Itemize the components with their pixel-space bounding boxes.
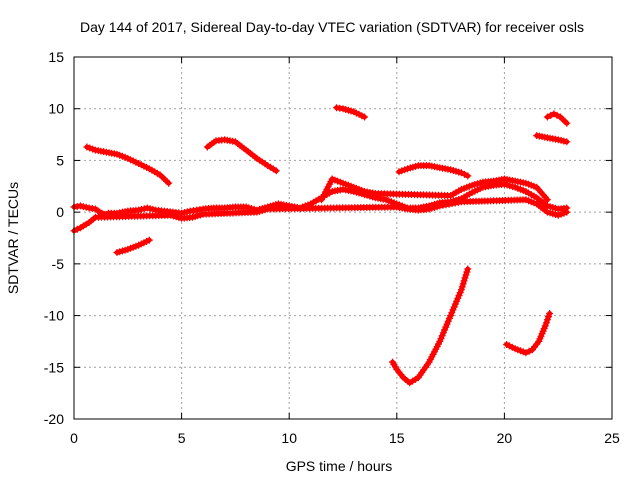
data-point — [543, 316, 551, 324]
data-point — [464, 265, 472, 273]
x-tick-label: 15 — [389, 430, 405, 446]
series-arc-f — [389, 265, 472, 387]
series-arc-d — [333, 104, 368, 121]
series-trace — [84, 144, 172, 186]
data-point — [553, 111, 561, 119]
y-tick-label: -10 — [44, 308, 64, 324]
data-point — [461, 170, 469, 178]
x-tick-label: 10 — [281, 430, 297, 446]
data-point — [545, 313, 552, 321]
y-tick-label: -20 — [44, 411, 64, 427]
data-point — [361, 113, 368, 121]
y-tick-label: 15 — [48, 49, 64, 65]
y-tick-label: 10 — [48, 101, 64, 117]
series-arc-e — [395, 162, 472, 180]
data-point — [463, 268, 471, 276]
data-point — [543, 196, 551, 204]
series-upper-band — [318, 175, 551, 204]
data-point — [563, 119, 571, 127]
data-point — [165, 179, 173, 187]
data-point — [461, 274, 469, 282]
data-point — [546, 310, 554, 317]
y-tick-label: 5 — [56, 152, 64, 168]
series-arc-h — [543, 110, 571, 127]
series-arc-g — [503, 310, 554, 357]
data-point — [272, 167, 280, 175]
data-point — [541, 322, 549, 330]
data-point — [563, 208, 571, 216]
x-tick-label: 0 — [70, 430, 78, 446]
data-point — [543, 113, 551, 121]
data-point — [522, 349, 530, 357]
series-arc-c — [203, 136, 280, 175]
y-axis-label: SDTVAR / TECUs — [5, 182, 21, 294]
y-tick-label: -15 — [44, 359, 64, 375]
axis-ticks — [73, 56, 613, 420]
data-point — [542, 319, 550, 327]
x-tick-label: 5 — [178, 430, 186, 446]
data-point — [145, 236, 153, 244]
y-tick-label: -5 — [52, 256, 65, 272]
data-point — [464, 172, 472, 180]
data-point — [458, 283, 466, 291]
tick-labels: 0 5 10 15 20 25 -20 -15 -10 -5 0 5 10 15 — [44, 49, 620, 446]
plot-frame — [73, 56, 613, 420]
x-axis-label: GPS time / hours — [286, 458, 393, 474]
series-trace — [390, 266, 471, 386]
data-point — [525, 347, 533, 355]
y-tick-label: 0 — [56, 204, 64, 220]
series-arc-i — [533, 132, 571, 146]
x-tick-label: 25 — [604, 430, 620, 446]
data-series — [70, 104, 571, 387]
data-point — [459, 280, 467, 288]
data-point — [457, 169, 465, 177]
chart-title: Day 144 of 2017, Sidereal Day-to-day VTE… — [80, 19, 584, 35]
data-point — [550, 110, 558, 118]
data-point — [563, 138, 571, 146]
x-tick-label: 20 — [497, 430, 513, 446]
data-point — [547, 111, 555, 119]
series-arc-a — [83, 143, 173, 187]
data-point — [73, 225, 81, 233]
grid-lines — [74, 57, 612, 419]
series-arc-b — [113, 236, 153, 256]
